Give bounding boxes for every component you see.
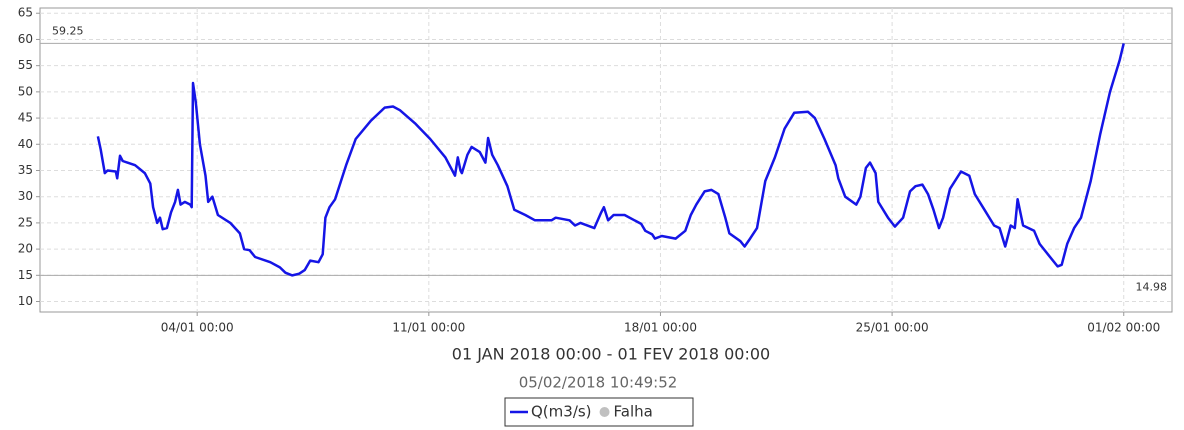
plot-area [39,7,1173,313]
y-tick-label: 20 [18,242,33,256]
y-tick-label: 35 [18,163,33,177]
reference-label: 14.98 [1136,280,1168,293]
x-tick-label: 25/01 00:00 [856,321,929,335]
y-tick-label: 15 [18,268,33,282]
legend [504,397,694,427]
chart-subtitle: 05/02/2018 10:49:52 [519,374,678,392]
legend-swatch [599,407,610,417]
y-tick-label: 60 [18,32,33,46]
x-tick-label: 11/01 00:00 [392,321,465,335]
x-tick-label: 04/01 00:00 [161,321,234,335]
chart-title: 01 JAN 2018 00:00 - 01 FEV 2018 00:00 [452,345,770,364]
y-tick-label: 25 [18,215,33,229]
y-tick-label: 65 [18,6,33,20]
y-tick-label: 40 [18,137,33,151]
y-tick-label: 55 [18,58,33,72]
y-tick-label: 50 [18,84,33,98]
legend-label: Q(m3/s) [531,403,592,421]
y-tick-label: 10 [18,294,33,308]
legend-label: Falha [614,403,653,421]
y-tick-label: 30 [18,189,33,203]
x-tick-label: 01/02 00:00 [1087,321,1160,335]
y-tick-label: 45 [18,111,33,125]
x-tick-label: 18/01 00:00 [624,321,697,335]
data-line [96,43,1125,277]
reference-label: 59.25 [52,24,84,37]
